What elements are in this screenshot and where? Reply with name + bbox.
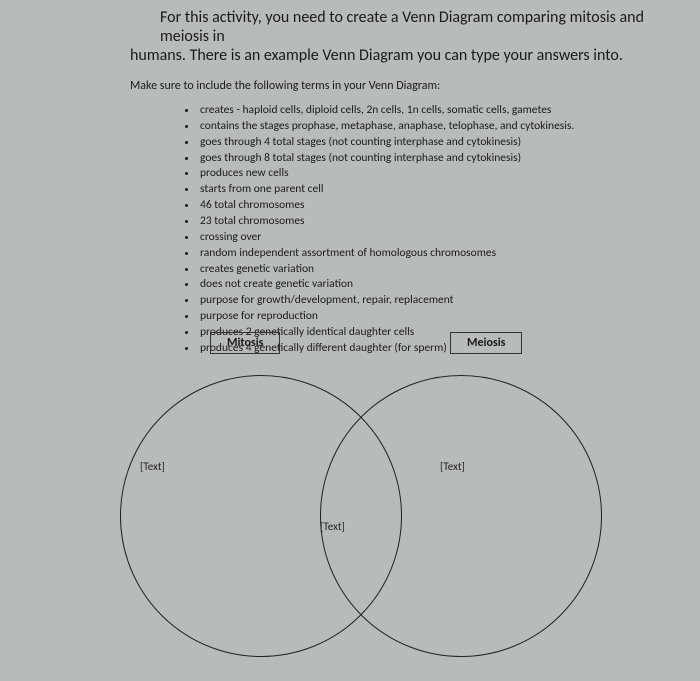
list-item: 23 total chromosomes bbox=[198, 214, 660, 230]
list-item: 46 total chromosomes bbox=[198, 198, 660, 214]
list-item: creates genetic variation bbox=[198, 262, 660, 278]
list-item: purpose for growth/development, repair, … bbox=[198, 293, 660, 309]
terms-list: creates - haploid cells, diploid cells, … bbox=[180, 103, 660, 357]
venn-text-both[interactable]: [Text] bbox=[320, 520, 345, 533]
worksheet-page: For this activity, you need to create a … bbox=[0, 0, 700, 681]
list-item: goes through 8 total stages (not countin… bbox=[198, 151, 660, 167]
intro-line-1: For this activity, you need to create a … bbox=[40, 8, 660, 46]
list-item: random independent assortment of homolog… bbox=[198, 246, 660, 262]
instruction-line: Make sure to include the following terms… bbox=[40, 79, 660, 93]
list-item: contains the stages prophase, metaphase,… bbox=[198, 119, 660, 135]
list-item: crossing over bbox=[198, 230, 660, 246]
venn-diagram: Mitosis Meiosis [Text] [Text] [Text] bbox=[0, 330, 700, 680]
venn-text-mitosis[interactable]: [Text] bbox=[140, 460, 165, 473]
list-item: goes through 4 total stages (not countin… bbox=[198, 135, 660, 151]
list-item: starts from one parent cell bbox=[198, 182, 660, 198]
list-item: creates - haploid cells, diploid cells, … bbox=[198, 103, 660, 119]
venn-label-mitosis: Mitosis bbox=[210, 332, 280, 354]
venn-label-meiosis: Meiosis bbox=[450, 332, 522, 354]
venn-text-meiosis[interactable]: [Text] bbox=[440, 460, 465, 473]
list-item: produces new cells bbox=[198, 166, 660, 182]
list-item: does not create genetic variation bbox=[198, 277, 660, 293]
intro-line-2: humans. There is an example Venn Diagram… bbox=[40, 46, 660, 65]
venn-circle-meiosis bbox=[320, 375, 602, 657]
list-item: purpose for reproduction bbox=[198, 309, 660, 325]
